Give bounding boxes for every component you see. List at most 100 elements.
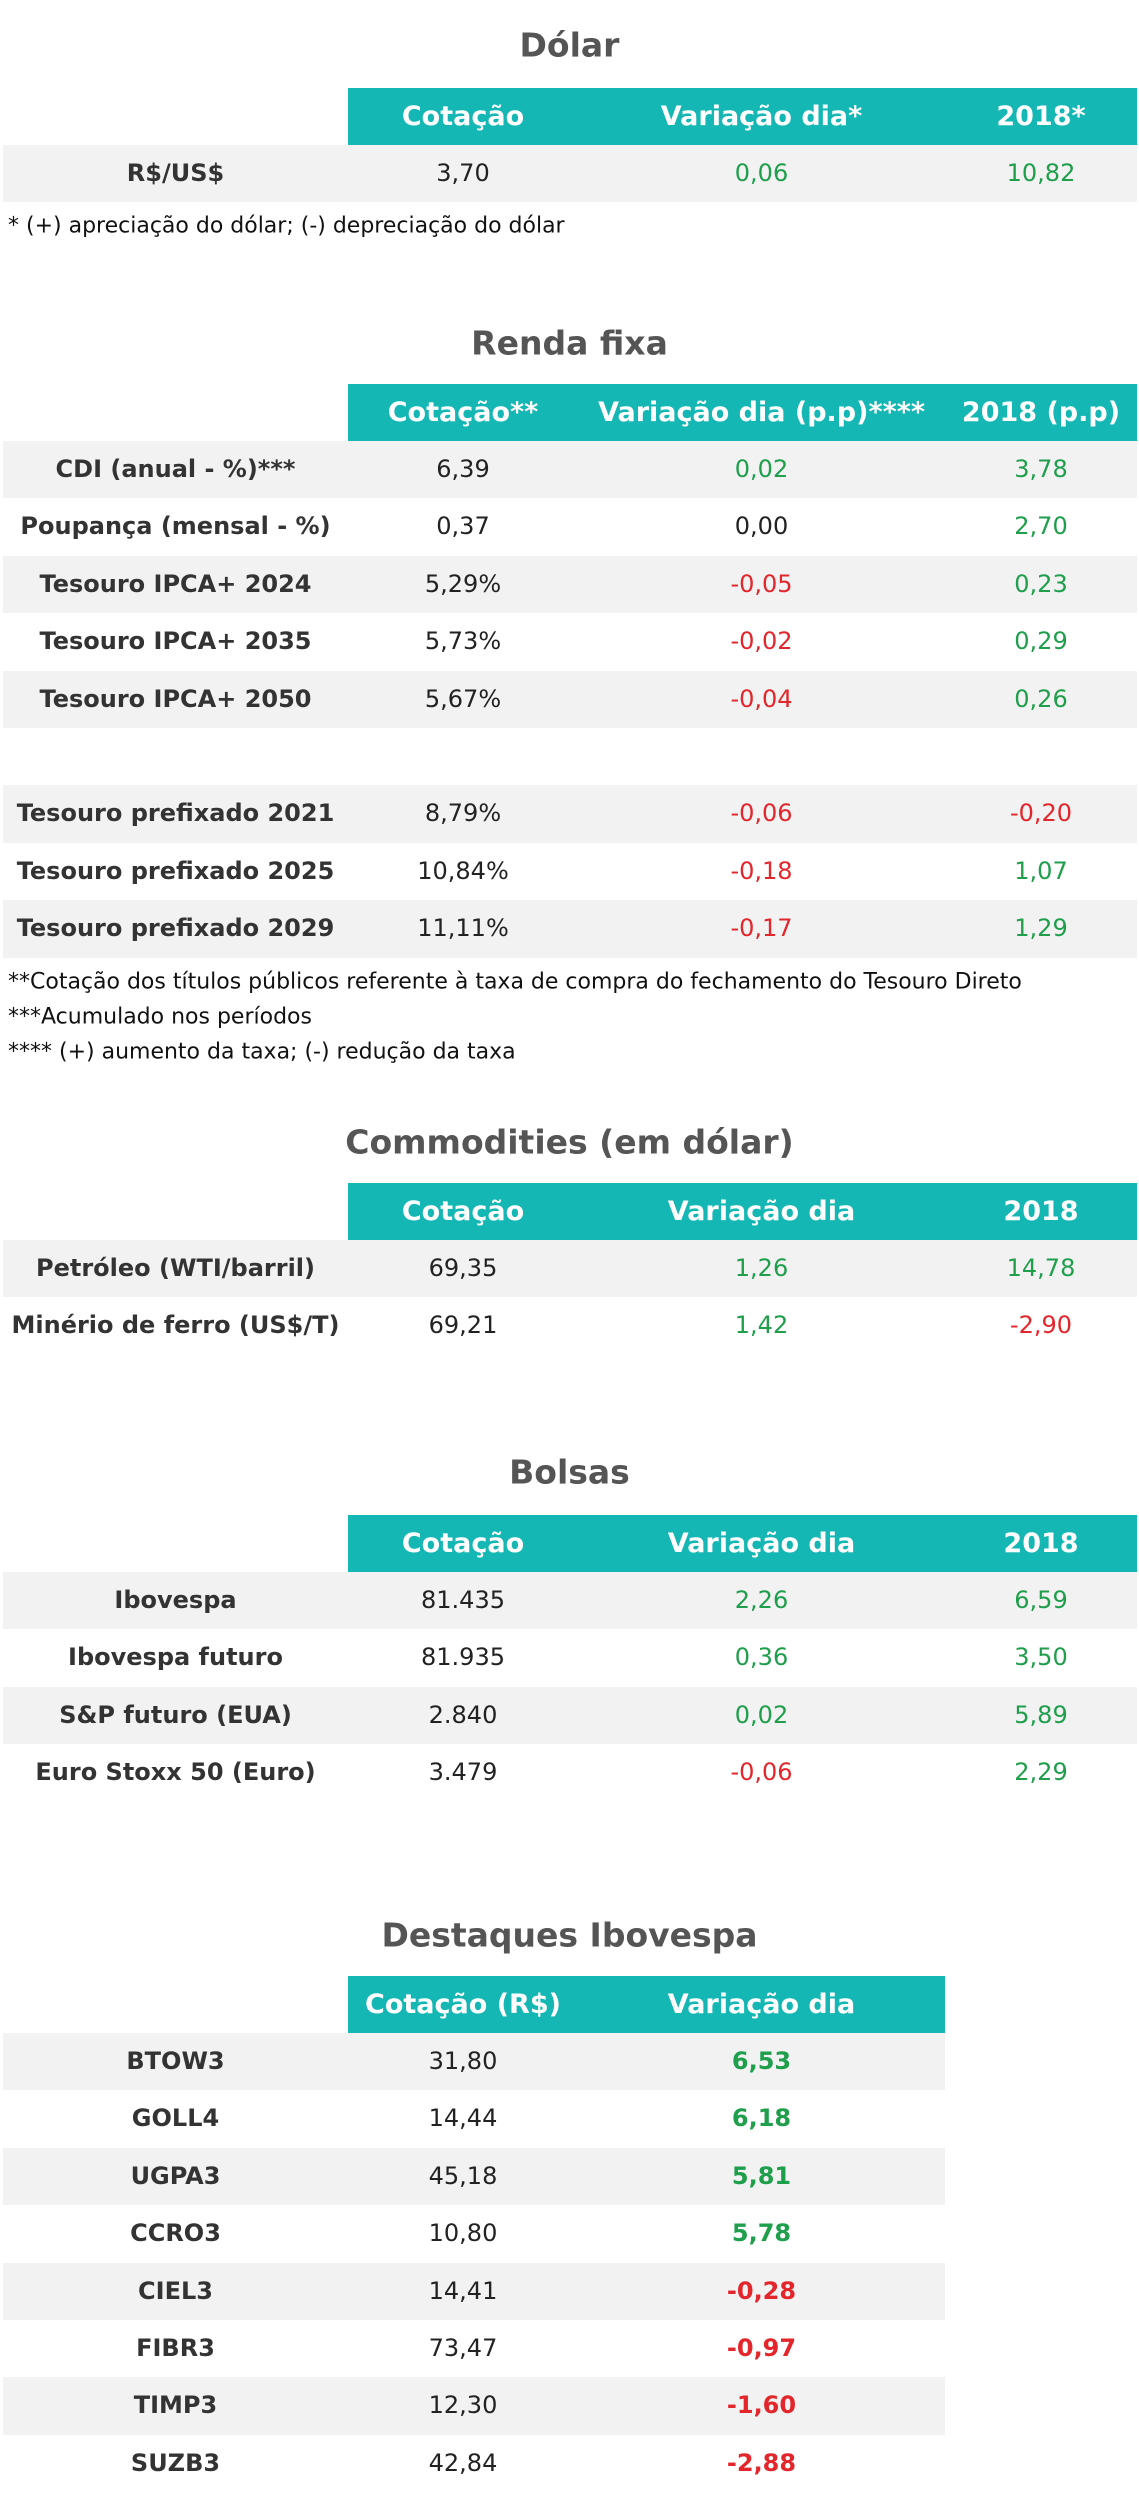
cell-value: 81.435 <box>421 1586 505 1614</box>
row-shade <box>3 670 1137 728</box>
row-shade <box>3 2147 945 2206</box>
cell-value: -2,88 <box>726 2448 797 2477</box>
cell-value: 0,02 <box>734 455 789 483</box>
cell-value: 2,70 <box>1014 512 1068 541</box>
cell-value: 5,89 <box>1014 1700 1068 1729</box>
cell-value: 0,02 <box>734 1700 789 1729</box>
column-header: Cotação (R$) <box>365 1989 561 2020</box>
cell-value: 0,29 <box>1014 627 1068 656</box>
cell-value: 8,79% <box>424 799 502 828</box>
cell-value: 5,67% <box>424 684 502 713</box>
cell-value: 31,80 <box>428 2047 498 2075</box>
cell-value: -0,06 <box>730 799 793 828</box>
cell-value: 81.935 <box>421 1643 505 1672</box>
column-header: Cotação** <box>387 397 539 428</box>
cell-value: -0,18 <box>730 856 793 885</box>
cell-value: 0,26 <box>1014 684 1068 713</box>
cell-value: -0,06 <box>730 1758 793 1787</box>
row-label: BTOW3 <box>126 2047 225 2075</box>
cell-value: 3,50 <box>1014 1643 1068 1672</box>
cell-value: 1,07 <box>1014 856 1068 885</box>
row-label: Poupança (mensal - %) <box>20 512 331 541</box>
row-shade <box>3 1572 1137 1630</box>
cell-value: 73,47 <box>428 2334 498 2362</box>
footnote: * (+) apreciação do dólar; (-) depreciaç… <box>8 213 565 239</box>
cell-value: 12,30 <box>428 2391 498 2420</box>
cell-value: 5,73% <box>424 627 502 656</box>
row-shade <box>3 900 1137 958</box>
row-label: Tesouro prefixado 2025 <box>16 856 335 885</box>
cell-value: 3,70 <box>436 159 490 187</box>
cell-value: 0,23 <box>1014 569 1068 598</box>
cell-value: -1,60 <box>726 2391 797 2420</box>
row-shade <box>3 441 1137 499</box>
cell-value: -2,90 <box>1009 1311 1073 1340</box>
cell-value: 1,26 <box>734 1254 789 1282</box>
cell-value: 3,78 <box>1014 455 1068 483</box>
cell-value: 6,59 <box>1014 1586 1068 1614</box>
row-shade <box>3 2262 945 2320</box>
column-header: Cotação <box>401 101 525 132</box>
cell-value: 1,29 <box>1014 914 1068 943</box>
footnote: ***Acumulado nos períodos <box>8 1004 312 1030</box>
row-shade <box>3 2033 945 2091</box>
column-header: 2018 <box>1003 1196 1079 1227</box>
row-label: GOLL4 <box>131 2104 220 2133</box>
row-label: Euro Stoxx 50 (Euro) <box>35 1758 316 1787</box>
row-shade <box>3 785 1137 843</box>
row-label: Ibovespa <box>114 1586 237 1614</box>
row-label: Tesouro IPCA+ 2035 <box>39 627 312 656</box>
cell-value: 6,18 <box>731 2104 792 2133</box>
cell-value: 2,26 <box>734 1586 789 1614</box>
row-label: Tesouro prefixado 2029 <box>16 914 335 943</box>
row-label: Petróleo (WTI/barril) <box>36 1254 315 1282</box>
row-label: Tesouro IPCA+ 2024 <box>39 569 312 598</box>
row-label: TIMP3 <box>133 2391 218 2420</box>
cell-value: 0,37 <box>436 512 490 541</box>
row-shade <box>3 555 1137 614</box>
footnote: **Cotação dos títulos públicos referente… <box>8 969 1022 995</box>
cell-value: 69,35 <box>428 1254 498 1282</box>
footnote: **** (+) aumento da taxa; (-) redução da… <box>8 1039 516 1065</box>
column-header: Variação dia <box>667 1989 856 2020</box>
row-shade <box>3 145 1137 203</box>
cell-value: 0,00 <box>734 512 789 541</box>
row-label: CCRO3 <box>130 2219 221 2248</box>
cell-value: 6,39 <box>436 455 490 483</box>
cell-value: 14,41 <box>428 2276 498 2305</box>
cell-value: -0,28 <box>726 2276 797 2305</box>
cell-value: 1,42 <box>734 1311 789 1340</box>
cell-value: 14,44 <box>428 2104 498 2133</box>
column-header: Variação dia (p.p)**** <box>598 397 925 428</box>
cell-value: -0,04 <box>730 684 793 713</box>
section-title: Bolsas <box>509 1452 630 1492</box>
column-header: Variação dia <box>667 1528 856 1559</box>
column-header: Cotação <box>401 1528 525 1559</box>
row-label: Tesouro prefixado 2021 <box>16 799 335 828</box>
cell-value: 10,84% <box>417 856 509 885</box>
row-label: FIBR3 <box>136 2334 215 2362</box>
column-header: 2018 (p.p) <box>961 397 1121 428</box>
row-shade <box>3 1686 1137 1745</box>
cell-value: 3.479 <box>428 1758 498 1787</box>
column-header: Variação dia* <box>660 101 863 132</box>
cell-value: -0,17 <box>730 914 793 943</box>
cell-value: 14,78 <box>1006 1254 1076 1282</box>
column-header: 2018* <box>996 101 1086 132</box>
row-label: CIEL3 <box>138 2276 213 2305</box>
cell-value: -0,20 <box>1009 799 1073 828</box>
cell-value: 10,80 <box>428 2219 498 2248</box>
cell-value: 45,18 <box>428 2161 498 2190</box>
row-shade <box>3 1240 1137 1298</box>
cell-value: 2,29 <box>1014 1758 1068 1787</box>
header-band <box>348 1515 1137 1572</box>
cell-value: 69,21 <box>428 1311 498 1340</box>
column-header: 2018 <box>1003 1528 1079 1559</box>
column-header: Variação dia <box>667 1196 856 1227</box>
row-label: SUZB3 <box>130 2448 221 2477</box>
cell-value: -0,05 <box>730 569 793 598</box>
section-title: Commodities (em dólar) <box>345 1122 794 1162</box>
cell-value: 0,36 <box>734 1643 789 1672</box>
header-band <box>348 1976 945 2033</box>
